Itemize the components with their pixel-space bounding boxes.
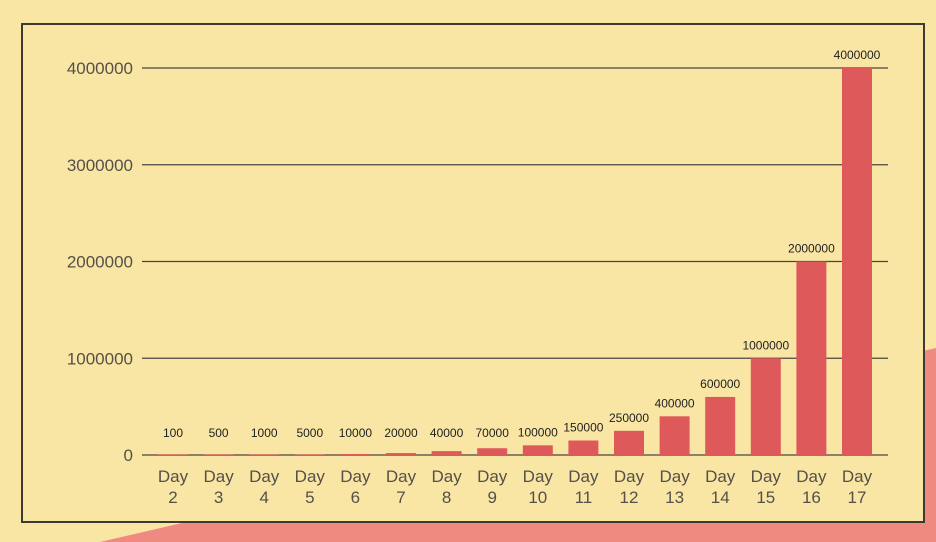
data-label: 1000000 [742,338,789,352]
bar [796,261,827,455]
y-tick-label: 2000000 [67,253,133,272]
x-tick-label: Day [386,467,417,486]
x-tick-label: 13 [665,488,684,507]
x-tick-label: Day [523,467,554,486]
x-tick-label: Day [751,467,782,486]
x-tick-label: 14 [711,488,730,507]
x-tick-label: 4 [259,488,268,507]
y-tick-label: 4000000 [67,59,133,78]
bar-chart: 0 1000000 2000000 3000000 4000000 100 Day 2 500 D… [67,48,888,507]
bar [522,445,553,455]
x-tick-label: Day [659,467,690,486]
x-tick-label: Day [614,467,645,486]
data-label: 70000 [476,426,510,440]
x-tick-label: 10 [528,488,547,507]
x-tick-label: Day [842,467,873,486]
x-tick-label: 5 [305,488,314,507]
data-label: 400000 [655,396,695,410]
x-tick-label: Day [477,467,508,486]
bar [659,416,690,455]
x-tick-label: 16 [802,488,821,507]
x-tick-label: Day [705,467,736,486]
bar [386,453,416,455]
x-tick-label: Day [158,467,189,486]
x-tick-label: Day [295,467,326,486]
data-label: 100 [163,426,183,440]
x-tick-label: 11 [575,488,593,507]
data-label: 600000 [700,377,740,391]
data-label: 40000 [430,426,464,440]
y-tick-label: 0 [124,446,133,465]
bar [340,454,371,455]
x-tick-label: Day [431,467,462,486]
data-label: 2000000 [788,242,835,256]
data-label: 250000 [609,411,649,425]
x-tick-label: 7 [396,488,405,507]
x-tick-label: Day [340,467,371,486]
x-tick-label: 3 [214,488,223,507]
y-tick-label: 1000000 [67,349,133,368]
data-label: 1000 [251,426,278,440]
bar [705,396,736,455]
bar [203,454,234,455]
data-label: 10000 [339,426,373,440]
data-label: 20000 [384,426,418,440]
y-tick-label: 3000000 [67,156,133,175]
x-tick-label: Day [203,467,234,486]
x-tick-label: Day [249,467,280,486]
bar [158,454,188,455]
data-label: 4000000 [834,48,881,62]
bar [431,451,462,455]
x-tick-label: 17 [848,488,867,507]
bar [750,358,781,455]
bar [477,448,508,455]
x-tick-label: 12 [620,488,639,507]
bar [568,440,599,455]
x-tick-label: Day [796,467,827,486]
data-label: 500 [209,426,229,440]
x-tick-label: 2 [168,488,177,507]
data-label: 5000 [296,426,323,440]
chart-frame: 0 1000000 2000000 3000000 4000000 100 Day 2 500 D… [21,23,925,523]
bar [842,68,872,455]
data-label: 100000 [518,425,558,439]
x-tick-label: 9 [487,488,496,507]
data-label: 150000 [563,420,603,434]
bar [294,454,325,455]
x-tick-label: 6 [351,488,360,507]
x-tick-label: 8 [442,488,451,507]
x-tick-label: 15 [756,488,775,507]
bar [614,430,644,455]
bar [249,454,280,455]
x-tick-label: Day [568,467,599,486]
